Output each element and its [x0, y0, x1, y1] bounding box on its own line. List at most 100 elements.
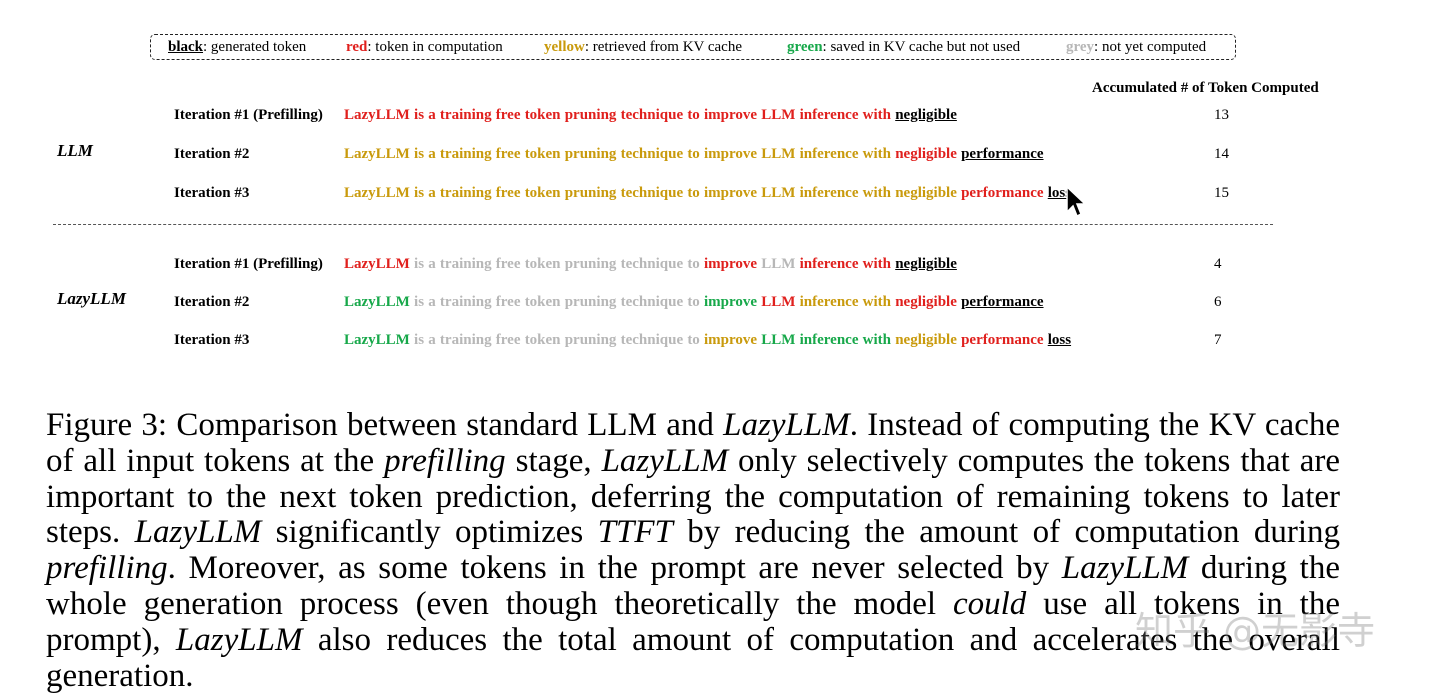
token-grey: is — [414, 332, 425, 348]
token-sequence: LazyLLM is a training free token pruning techni… — [344, 185, 1071, 202]
token-yellow: free — [495, 185, 521, 201]
token-yellow: technique — [620, 185, 684, 201]
caption-italic: LazyLLM — [134, 514, 262, 551]
caption-text: significantly optimizes — [261, 514, 598, 551]
accumulated-header: Accumulated # of Token Computed — [1092, 80, 1319, 96]
token-red: LLM — [761, 294, 796, 310]
token-red: with — [862, 107, 892, 123]
caption-text: during the whole generation process (eve… — [46, 550, 1340, 622]
token-yellow: token — [524, 185, 561, 201]
caption-text: . Instead of computing the KV cache of a… — [46, 407, 1341, 479]
token-yellow: pruning — [564, 146, 617, 162]
caption-text: by reducing the amount of computation du… — [672, 514, 1341, 551]
token-black: loss — [1047, 185, 1072, 201]
legend-entry-black: black: generated token — [168, 35, 306, 59]
iteration-label: Iteration #3 — [174, 185, 250, 201]
token-grey: a — [428, 294, 436, 310]
caption-text: stage, — [505, 442, 602, 479]
legend-description: : retrieved from KV cache — [584, 39, 742, 55]
token-grey: pruning — [564, 256, 617, 272]
caption-italic: could — [952, 585, 1027, 622]
token-grey: training — [439, 294, 492, 310]
group-label: LLM — [57, 141, 93, 160]
caption-text: . Moreover, as some tokens in the prompt… — [167, 550, 1062, 587]
token-grey: free — [495, 332, 521, 348]
token-red: with — [862, 256, 892, 272]
caption-text: only selectively computes the tokens tha… — [46, 442, 1340, 551]
legend-description: : token in computation — [367, 39, 503, 55]
token-red: training — [439, 107, 492, 123]
token-red: LazyLLM — [344, 256, 410, 272]
group-label: LazyLLM — [57, 289, 126, 308]
token-count: 6 — [1214, 294, 1222, 310]
token-sequence: LazyLLM is a training free token pruning techni… — [344, 256, 957, 273]
token-red: free — [495, 107, 521, 123]
token-yellow: is — [414, 146, 425, 162]
legend-key: green — [787, 39, 823, 55]
token-count: 14 — [1214, 146, 1229, 162]
token-yellow: token — [524, 146, 561, 162]
token-yellow: training — [439, 185, 492, 201]
token-grey: is — [414, 294, 425, 310]
token-black: performance — [961, 294, 1044, 310]
legend-description: : generated token — [203, 39, 307, 55]
token-red: LLM — [761, 107, 796, 123]
arrow-cursor-icon — [1066, 186, 1087, 218]
token-count: 7 — [1214, 332, 1222, 348]
token-yellow: with — [862, 146, 892, 162]
token-count: 4 — [1214, 256, 1222, 272]
legend-key: red — [346, 39, 368, 55]
token-red: improve — [704, 107, 758, 123]
token-red: negligible — [895, 146, 957, 162]
caption-italic: prefilling — [46, 550, 168, 587]
token-yellow: negligible — [895, 185, 957, 201]
token-yellow: pruning — [564, 185, 617, 201]
token-red: to — [687, 107, 700, 123]
token-yellow: to — [687, 185, 700, 201]
token-black: performance — [961, 146, 1044, 162]
token-yellow: a — [428, 146, 436, 162]
iteration-label: Iteration #2 — [174, 146, 250, 162]
caption-text: use all tokens in the prompt), — [46, 585, 1340, 658]
caption-text: Figure 3: Comparison between standard LL… — [46, 407, 724, 443]
token-red: improve — [704, 256, 758, 272]
token-yellow: LLM — [761, 185, 796, 201]
token-yellow: LazyLLM — [344, 185, 410, 201]
token-black: negligible — [895, 256, 957, 272]
caption-italic: LazyLLM — [601, 442, 729, 479]
legend-box: black: generated token red: token in comp… — [150, 34, 1236, 60]
token-yellow: free — [495, 146, 521, 162]
token-grey: pruning — [564, 294, 617, 310]
token-red: inference — [799, 107, 859, 123]
iteration-label: Iteration #1 (Prefilling) — [174, 107, 323, 123]
iteration-label: Iteration #2 — [174, 294, 250, 310]
token-green: LazyLLM — [344, 332, 410, 348]
token-grey: a — [428, 256, 436, 272]
token-sequence: LazyLLM is a training free token pruning techni… — [344, 332, 1071, 349]
token-grey: training — [439, 256, 492, 272]
token-red: inference — [799, 256, 859, 272]
legend-entry-grey: grey: not yet computed — [1066, 35, 1206, 59]
token-grey: a — [428, 332, 436, 348]
token-grey: LLM — [761, 256, 796, 272]
token-red: negligible — [895, 294, 957, 310]
token-sequence: LazyLLM is a training free token pruning techni… — [344, 294, 1044, 311]
token-grey: token — [524, 332, 561, 348]
token-count: 13 — [1214, 107, 1229, 123]
token-red: technique — [620, 107, 684, 123]
token-sequence: LazyLLM is a training free token pruning techni… — [344, 146, 1044, 163]
legend-entry-red: red: token in computation — [346, 35, 503, 59]
token-grey: to — [687, 294, 700, 310]
legend-description: : not yet computed — [1094, 39, 1207, 55]
token-yellow: inference — [799, 146, 859, 162]
legend-key: yellow — [544, 39, 585, 55]
caption-paragraph: Figure 3: Comparison between standard LL… — [46, 407, 1341, 694]
token-red: token — [524, 107, 561, 123]
token-yellow: LazyLLM — [344, 146, 410, 162]
token-green: LazyLLM — [344, 294, 410, 310]
token-red: LazyLLM — [344, 107, 410, 123]
token-grey: technique — [620, 294, 684, 310]
token-red: is — [414, 107, 425, 123]
token-grey: to — [687, 256, 700, 272]
legend-entry-green: green: saved in KV cache but not used — [787, 35, 1020, 59]
